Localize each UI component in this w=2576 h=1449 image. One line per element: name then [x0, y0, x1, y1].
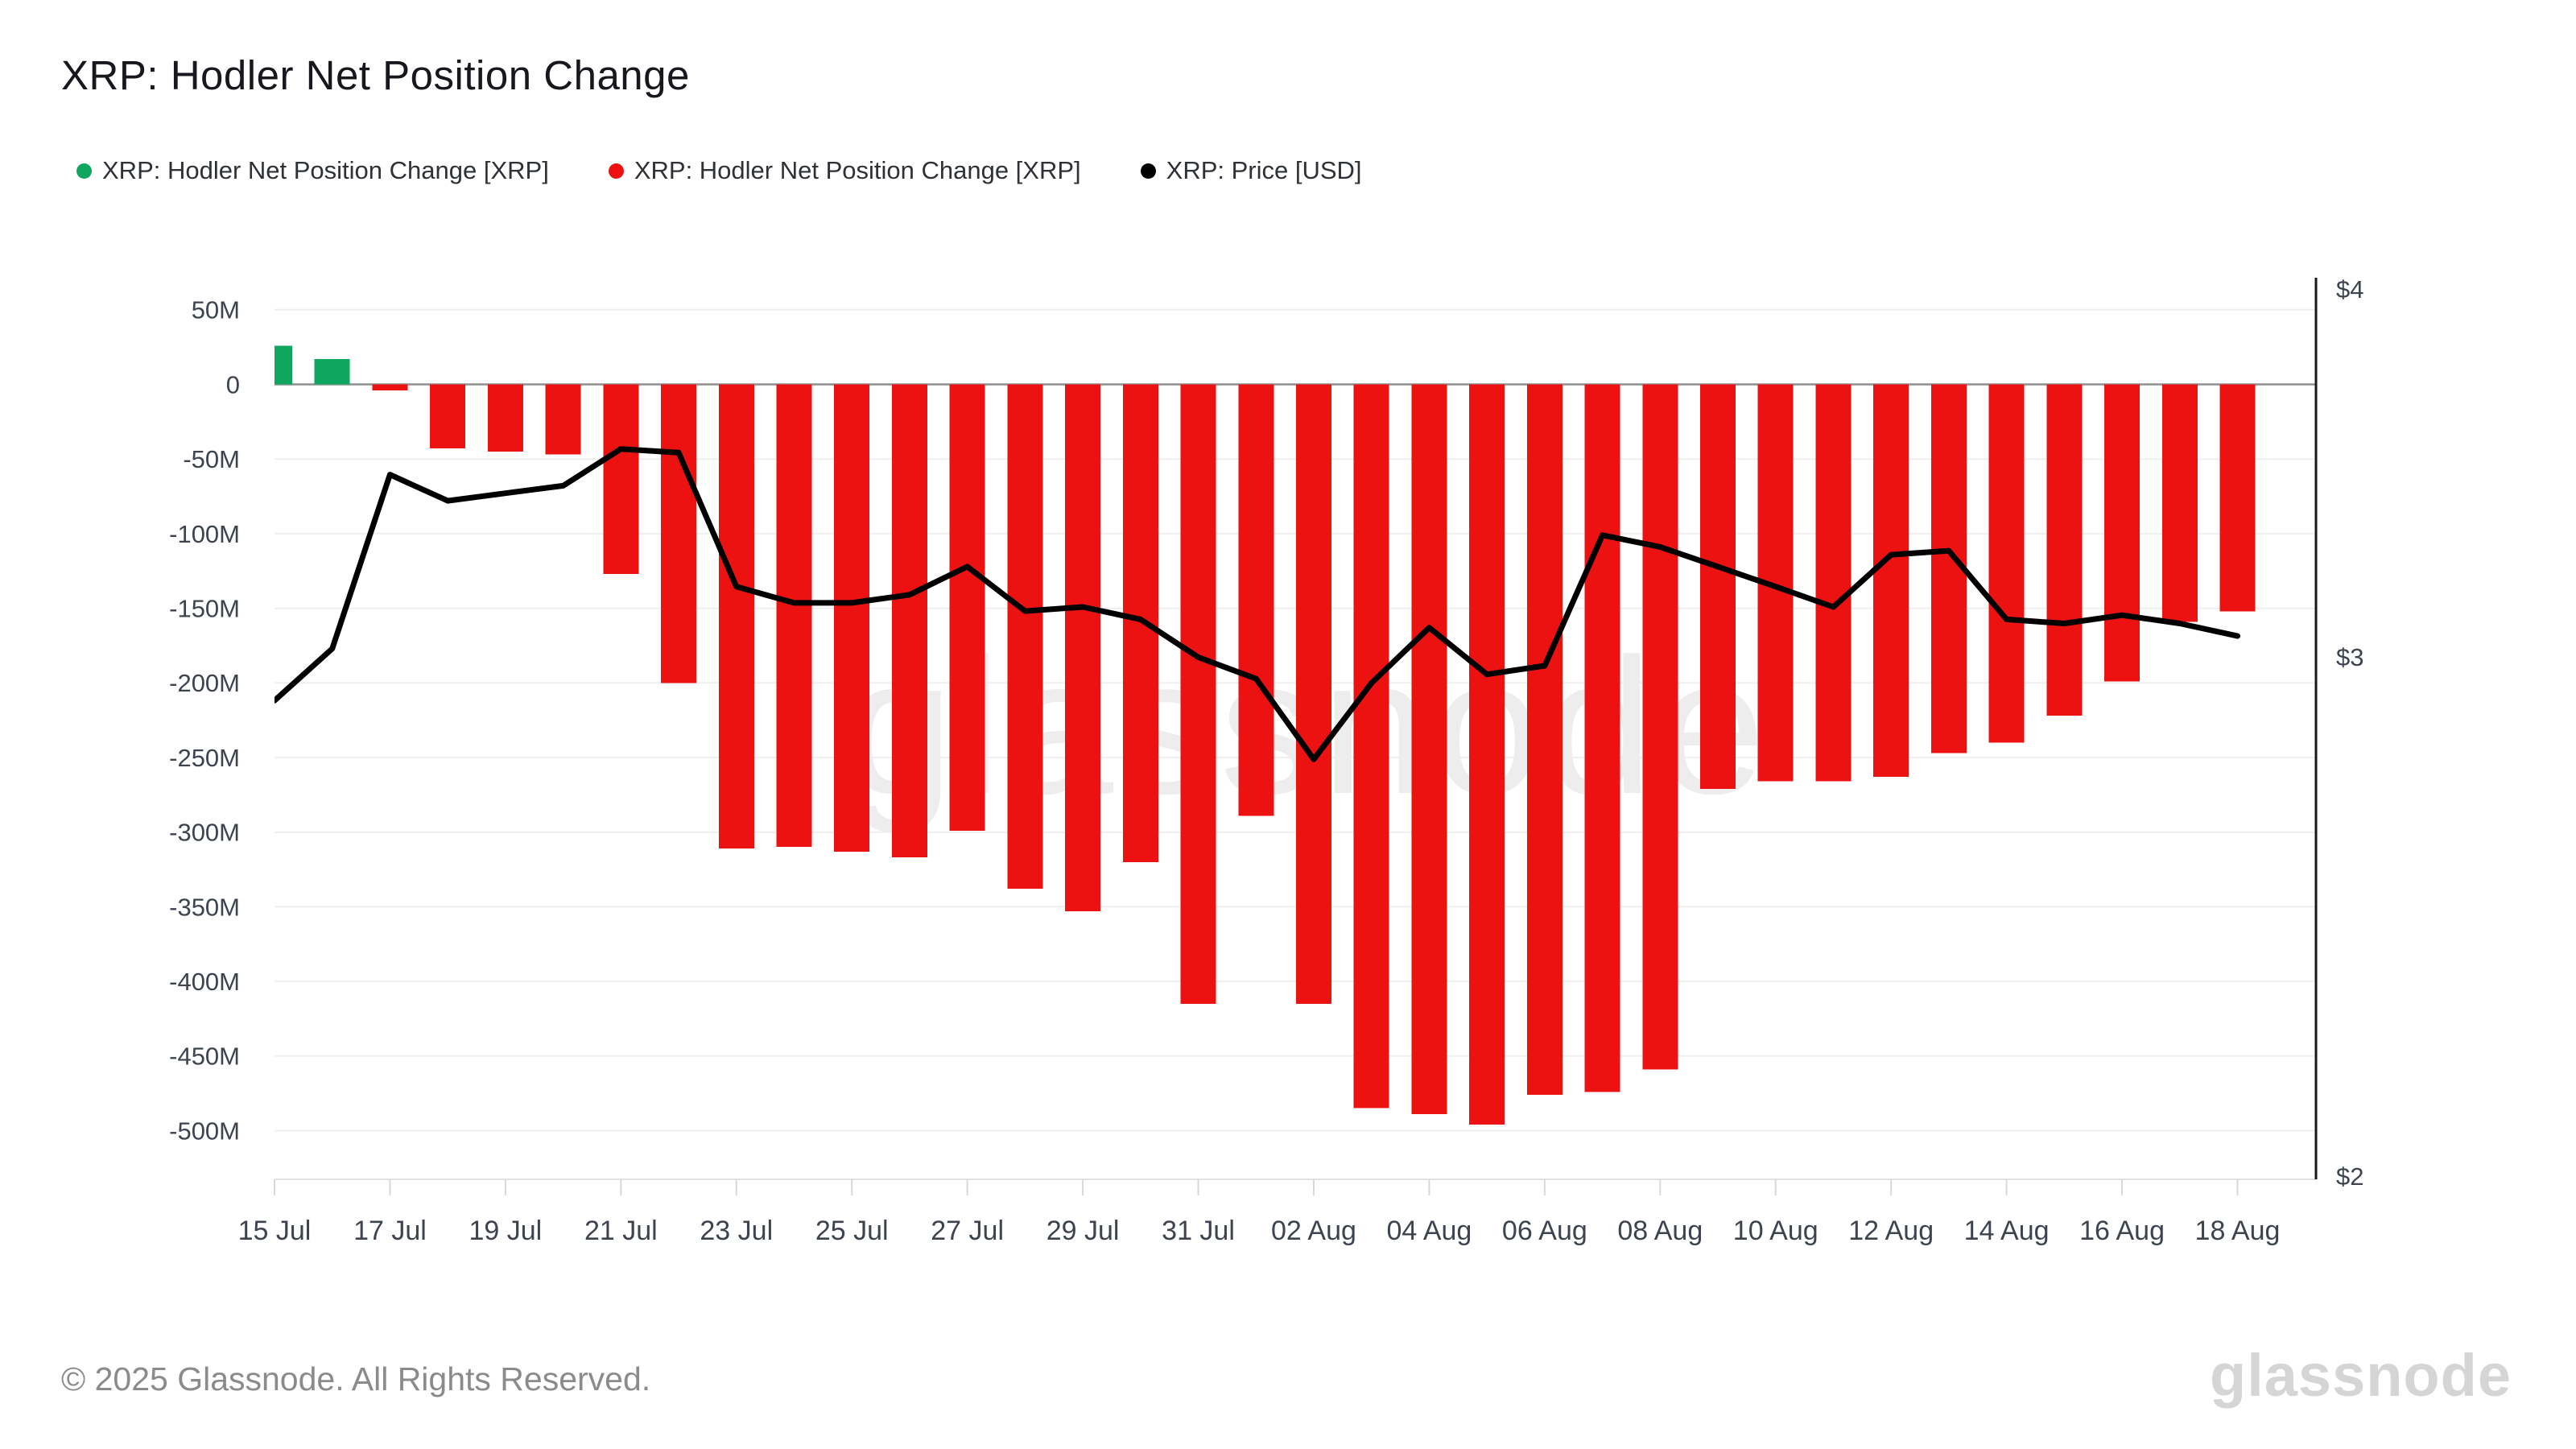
x-axis-label: 12 Aug [1848, 1216, 1934, 1246]
bar [776, 384, 812, 848]
bar [891, 384, 927, 858]
x-axis-label: 31 Jul [1162, 1216, 1235, 1246]
legend-item-price[interactable]: XRP: Price [USD] [1140, 156, 1362, 185]
copyright-text: © 2025 Glassnode. All Rights Reserved. [61, 1360, 651, 1397]
right-axis-label: $2 [2336, 1162, 2363, 1191]
bar [1526, 384, 1563, 1096]
bar [275, 345, 292, 385]
bar [545, 384, 581, 455]
x-axis-label: 06 Aug [1502, 1216, 1587, 1246]
bar [1353, 384, 1389, 1108]
y-axis-label: -200M [169, 669, 240, 697]
y-axis-label: -500M [169, 1117, 240, 1145]
bar [1122, 384, 1158, 862]
bar [430, 384, 466, 449]
bar [314, 358, 350, 385]
bar [2046, 384, 2083, 716]
bar [1411, 384, 1447, 1115]
x-axis-label: 21 Jul [584, 1216, 658, 1246]
bar [372, 384, 408, 390]
x-axis-label: 15 Jul [238, 1216, 312, 1246]
x-axis-label: 19 Jul [469, 1216, 543, 1246]
y-axis-label: -50M [183, 445, 240, 473]
right-axis-label: $4 [2336, 275, 2363, 303]
x-axis-label: 18 Aug [2195, 1216, 2281, 1246]
chart-legend: XRP: Hodler Net Position Change [XRP] XR… [76, 156, 1362, 185]
y-axis-label: -250M [169, 744, 240, 772]
x-axis-label: 02 Aug [1271, 1216, 1356, 1246]
bar [1873, 384, 1909, 778]
bar [1988, 384, 2025, 743]
legend-dot-black-icon [1140, 163, 1156, 179]
x-axis-label: 25 Jul [815, 1216, 889, 1246]
bars-group [275, 345, 2256, 1125]
bar [1065, 384, 1101, 911]
x-axis-label: 23 Jul [700, 1216, 773, 1246]
bar [1469, 384, 1505, 1125]
bar [1700, 384, 1736, 789]
legend-item-hodler-negative[interactable]: XRP: Hodler Net Position Change [XRP] [608, 156, 1081, 185]
x-axis-label: 16 Aug [2079, 1216, 2165, 1246]
legend-item-hodler-positive[interactable]: XRP: Hodler Net Position Change [XRP] [76, 156, 549, 185]
bar [2161, 384, 2198, 622]
bar [2219, 384, 2256, 612]
bar [487, 384, 523, 452]
page-title: XRP: Hodler Net Position Change [61, 52, 690, 98]
bar [949, 384, 985, 831]
legend-dot-green-icon [76, 163, 92, 179]
bar [1642, 384, 1678, 1070]
x-axis-label: 04 Aug [1386, 1216, 1472, 1246]
y-axis-label: -450M [169, 1042, 240, 1071]
legend-dot-red-icon [608, 163, 624, 179]
bar [603, 384, 639, 574]
bar [718, 384, 754, 849]
bar [1180, 384, 1216, 1004]
legend-label: XRP: Price [USD] [1166, 156, 1362, 184]
price-line [275, 446, 2240, 762]
y-axis-label: -100M [169, 520, 240, 548]
bar [1238, 384, 1274, 816]
bar [1815, 384, 1852, 782]
bar [1007, 384, 1043, 890]
y-axis-label: -150M [169, 594, 240, 622]
y-axis-label: 50M [192, 296, 240, 324]
glassnode-logo: glassnode [2210, 1342, 2512, 1409]
x-axis-label: 08 Aug [1617, 1216, 1703, 1246]
y-axis-label: -300M [169, 819, 240, 847]
bar [834, 384, 870, 852]
x-axis-label: 14 Aug [1964, 1216, 2050, 1246]
bar [1584, 384, 1620, 1092]
x-axis-label: 27 Jul [931, 1216, 1004, 1246]
bar [2104, 384, 2140, 682]
x-axis-label: 17 Jul [353, 1216, 427, 1246]
y-axis-label: -400M [169, 968, 240, 996]
right-axis-label: $3 [2336, 643, 2363, 671]
bar [1295, 384, 1331, 1004]
x-axis-label: 29 Jul [1046, 1216, 1120, 1246]
legend-label: XRP: Hodler Net Position Change [XRP] [634, 156, 1081, 184]
x-axis-label: 10 Aug [1733, 1216, 1818, 1246]
y-axis-label: 0 [226, 370, 240, 398]
y-axis-label: -350M [169, 893, 240, 921]
legend-label: XRP: Hodler Net Position Change [XRP] [102, 156, 549, 184]
bar [661, 384, 697, 683]
